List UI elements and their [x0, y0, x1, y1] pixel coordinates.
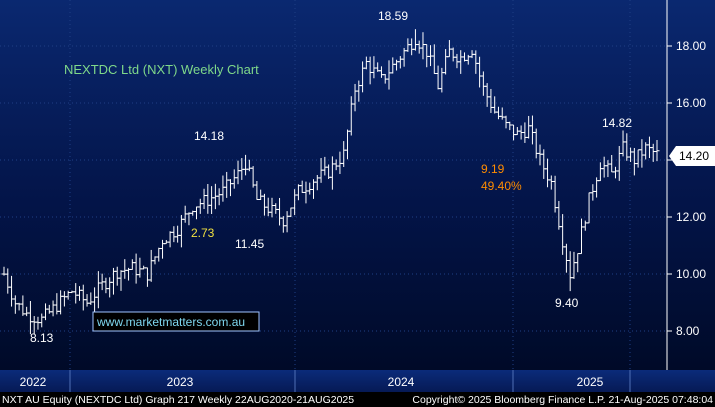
x-axis: 2022 2023 2024 2025	[20, 370, 631, 392]
watermark-box[interactable]: www.marketmatters.com.au	[92, 311, 260, 332]
watermark-link[interactable]: www.marketmatters.com.au	[96, 315, 245, 329]
annotations: 18.59 14.18 14.82 2.73 11.45 9.19 49.40% 8.13 9.…	[30, 9, 632, 345]
price-annotation: 11.45	[235, 237, 264, 251]
y-tick-label: 8.00	[676, 324, 700, 338]
plot-background	[0, 0, 715, 370]
price-annotation: 14.18	[194, 129, 224, 143]
price-annotation: 9.40	[555, 296, 579, 310]
price-annotation: 2.73	[191, 226, 215, 240]
last-price-box	[669, 146, 715, 166]
price-annotation: 49.40%	[481, 179, 522, 193]
y-tick-label: 10.00	[676, 267, 706, 281]
price-annotation: 14.82	[602, 116, 632, 130]
x-axis-bar	[0, 370, 715, 392]
x-tick-label: 2022	[20, 375, 47, 389]
grid-lines	[0, 0, 667, 370]
footer-left: NXT AU Equity (NEXTDC Ltd) Graph 217 Wee…	[2, 394, 354, 406]
y-tick-label: 12.00	[676, 210, 706, 224]
footer-bar	[0, 392, 715, 407]
footer-right: Copyright© 2025 Bloomberg Finance L.P. 2…	[412, 394, 713, 406]
last-price-tag: 14.20	[669, 146, 715, 166]
x-tick-label: 2025	[577, 375, 604, 389]
price-annotation: 8.13	[30, 331, 54, 345]
watermark-frame	[92, 311, 260, 332]
y-tick-label: 18.00	[676, 39, 706, 53]
price-annotation: 18.59	[378, 9, 408, 23]
candle-series	[1, 29, 660, 335]
last-price-label: 14.20	[679, 149, 709, 163]
y-tick-label: 16.00	[676, 96, 706, 110]
x-tick-label: 2024	[388, 375, 415, 389]
chart-title: NEXTDC Ltd (NXT) Weekly Chart	[64, 62, 259, 77]
x-tick-label: 2023	[167, 375, 194, 389]
candle	[654, 140, 660, 162]
price-annotation: 9.19	[481, 162, 505, 176]
